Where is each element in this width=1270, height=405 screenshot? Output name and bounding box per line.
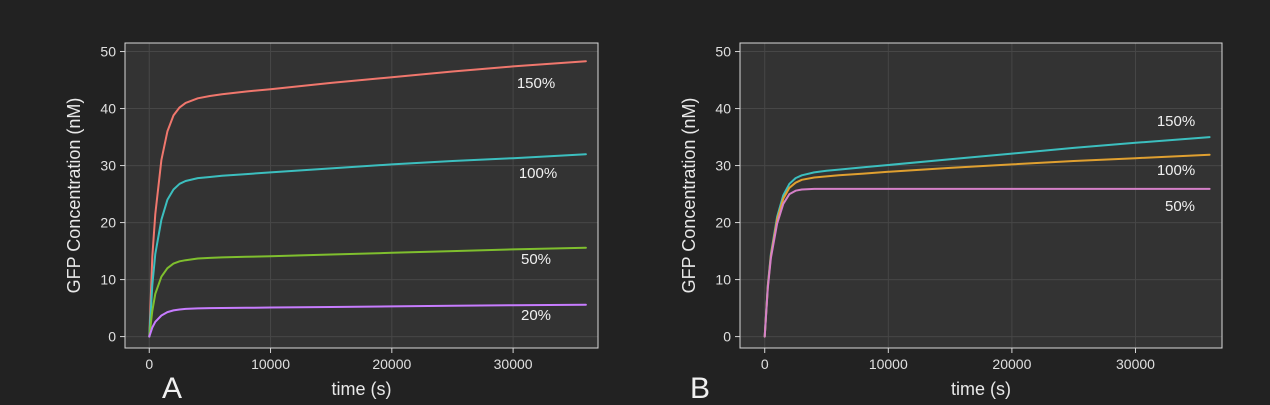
series-label: 20% (521, 307, 551, 324)
y-tick-label: 50 (715, 44, 731, 60)
y-tick-label: 0 (723, 329, 731, 345)
x-tick-label: 30000 (494, 356, 533, 372)
x-tick-label: 10000 (869, 356, 908, 372)
series-label: 150% (1157, 113, 1195, 130)
y-tick-label: 10 (715, 272, 731, 288)
series-label: 100% (519, 165, 557, 182)
x-tick-label: 0 (761, 356, 769, 372)
plot-background (125, 43, 598, 348)
x-tick-label: 30000 (1116, 356, 1155, 372)
y-tick-label: 30 (715, 158, 731, 174)
panel-label: A (162, 372, 182, 405)
series-line-50% (148, 246, 587, 338)
y-tick-label: 30 (100, 158, 116, 174)
series-label: 50% (521, 251, 551, 268)
plot-background (740, 43, 1222, 348)
y-tick-label: 10 (100, 272, 116, 288)
series-label: 150% (517, 75, 555, 92)
plot-border (739, 42, 1223, 349)
plot-border (124, 42, 599, 349)
y-tick-label: 40 (715, 101, 731, 117)
y-tick-label: 0 (108, 329, 116, 345)
series-label: 50% (1165, 198, 1195, 215)
series-line-50% (763, 187, 1211, 338)
y-tick-label: 40 (100, 101, 116, 117)
x-tick-label: 20000 (372, 356, 411, 372)
series-line-20% (148, 303, 587, 338)
y-axis-title: GFP Concentration (nM) (64, 98, 84, 294)
panel-a: 0 10000 20000 30000 0 10 20 30 40 50 time (s) GFP C… (64, 42, 599, 405)
series-line-150% (148, 60, 587, 338)
x-tick-label: 20000 (992, 356, 1031, 372)
y-tick-label: 50 (100, 44, 116, 60)
x-tick-label: 0 (145, 356, 153, 372)
y-axis-title: GFP Concentration (nM) (679, 98, 699, 294)
series-line-100% (148, 153, 587, 338)
panel-label: B (690, 372, 710, 405)
y-tick-label: 20 (715, 215, 731, 231)
x-tick-label: 10000 (251, 356, 290, 372)
panel-b: 0 10000 20000 30000 0 10 20 30 40 50 time (s) GFP C… (679, 42, 1223, 405)
x-axis-title: time (s) (951, 379, 1011, 399)
x-axis-title: time (s) (332, 379, 392, 399)
series-label: 100% (1157, 162, 1195, 179)
y-tick-label: 20 (100, 215, 116, 231)
